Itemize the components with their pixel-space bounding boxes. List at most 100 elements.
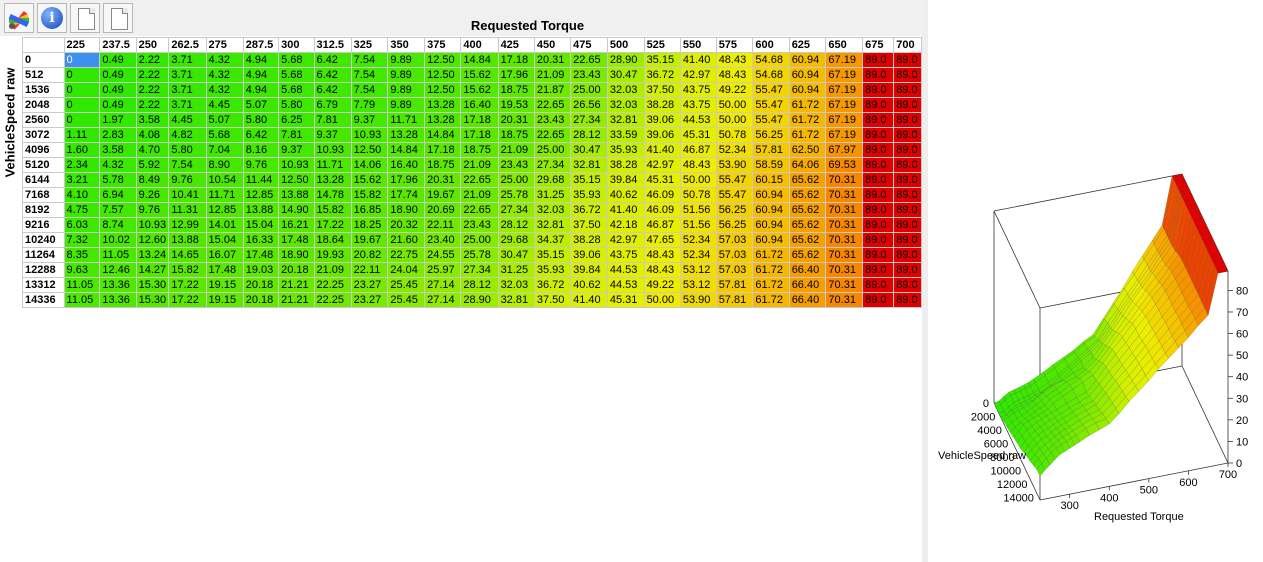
table-cell[interactable]: 17.22 [313,217,352,233]
table-cell[interactable]: 28.12 [460,277,499,293]
table-cell[interactable]: 60.94 [788,82,827,98]
table-cell[interactable]: 0 [63,52,101,68]
table-cell[interactable]: 46.09 [643,202,681,218]
table-cell[interactable]: 89.0 [893,202,922,218]
table-cell[interactable]: 65.62 [788,187,827,203]
table-cell[interactable]: 61.72 [752,292,790,308]
table-cell[interactable]: 45.31 [606,292,645,308]
table-cell[interactable]: 14.78 [313,187,352,203]
table-cell[interactable]: 51.56 [679,217,717,233]
table-cell[interactable]: 19.53 [497,97,535,113]
table-cell[interactable]: 52.34 [679,232,717,248]
table-cell[interactable]: 55.47 [715,187,754,203]
table-cell[interactable]: 11.05 [63,292,101,308]
table-cell[interactable]: 89.0 [893,232,922,248]
table-cell[interactable]: 3.71 [168,52,207,68]
table-cell[interactable]: 5.68 [278,52,315,68]
table-cell[interactable]: 50.00 [643,292,681,308]
table-cell[interactable]: 6.42 [242,127,280,143]
table-cell[interactable]: 5.80 [168,142,207,158]
table-cell[interactable]: 43.75 [679,97,717,113]
table-cell[interactable]: 36.72 [570,202,608,218]
table-cell[interactable]: 21.87 [533,82,572,98]
table-cell[interactable]: 24.04 [387,262,426,278]
table-cell[interactable]: 89.0 [862,187,895,203]
table-cell[interactable]: 28.90 [606,52,645,68]
table-cell[interactable]: 14.84 [460,52,499,68]
table-cell[interactable]: 6.42 [313,82,352,98]
table-cell[interactable]: 89.0 [862,292,895,308]
table-cell[interactable]: 18.90 [278,247,315,263]
table-cell[interactable]: 89.0 [862,127,895,143]
table-cell[interactable]: 27.34 [460,262,499,278]
table-cell[interactable]: 28.90 [460,292,499,308]
table-cell[interactable]: 23.40 [424,232,462,248]
table-cell[interactable]: 6.42 [313,52,352,68]
table-cell[interactable]: 16.40 [387,157,426,173]
table-cell[interactable]: 17.74 [387,187,426,203]
table-cell[interactable]: 43.75 [606,247,645,263]
table-cell[interactable]: 37.50 [533,292,572,308]
table-cell[interactable]: 21.21 [278,277,315,293]
table-cell[interactable]: 7.54 [350,52,389,68]
table-cell[interactable]: 54.68 [752,67,790,83]
table-cell[interactable]: 13.36 [99,277,137,293]
table-cell[interactable]: 9.63 [63,262,101,278]
table-cell[interactable]: 36.72 [643,67,681,83]
table-cell[interactable]: 37.50 [570,217,608,233]
table-cell[interactable]: 25.00 [460,232,499,248]
table-cell[interactable]: 89.0 [862,247,895,263]
table-cell[interactable]: 69.53 [825,157,864,173]
table-cell[interactable]: 34.37 [533,232,572,248]
table-cell[interactable]: 7.04 [205,142,244,158]
table-cell[interactable]: 61.72 [788,97,827,113]
table-cell[interactable]: 48.43 [643,262,681,278]
table-cell[interactable]: 89.0 [893,67,922,83]
table-cell[interactable]: 13.88 [242,202,280,218]
table-cell[interactable]: 57.03 [715,262,754,278]
table-cell[interactable]: 19.15 [205,277,244,293]
table-cell[interactable]: 46.87 [679,142,717,158]
table-cell[interactable]: 11.71 [313,157,352,173]
table-cell[interactable]: 20.69 [424,202,462,218]
table-cell[interactable]: 10.02 [99,232,137,248]
table-cell[interactable]: 4.94 [242,82,280,98]
table-cell[interactable]: 35.93 [570,187,608,203]
table-cell[interactable]: 23.43 [533,112,572,128]
table-cell[interactable]: 4.32 [205,52,244,68]
table-cell[interactable]: 89.0 [893,97,922,113]
table-cell[interactable]: 27.34 [533,157,572,173]
table-cell[interactable]: 23.43 [570,67,608,83]
table-cell[interactable]: 60.94 [752,202,790,218]
table-cell[interactable]: 22.75 [387,247,426,263]
table-cell[interactable]: 46.09 [643,187,681,203]
table-cell[interactable]: 7.81 [278,127,315,143]
surface-plot-panel[interactable]: 0 10 20 30 40 50 60 70 80 0 2000 4000 6000 8000 10000 1… [928,0,1263,562]
table-cell[interactable]: 66.40 [788,292,827,308]
table-cell[interactable]: 14.90 [278,202,315,218]
table-cell[interactable]: 22.25 [313,277,352,293]
table-cell[interactable]: 6.42 [313,67,352,83]
table-cell[interactable]: 17.48 [242,247,280,263]
table-cell[interactable]: 18.75 [460,142,499,158]
table-cell[interactable]: 30.47 [606,67,645,83]
table-cell[interactable]: 11.05 [99,247,137,263]
table-cell[interactable]: 2.22 [135,97,170,113]
table-cell[interactable]: 48.43 [679,157,717,173]
table-cell[interactable]: 7.32 [63,232,101,248]
document-button-1[interactable] [70,3,100,33]
table-cell[interactable]: 27.34 [570,112,608,128]
table-cell[interactable]: 12.50 [424,82,462,98]
table-cell[interactable]: 30.47 [497,247,535,263]
table-cell[interactable]: 22.65 [570,52,608,68]
table-cell[interactable]: 5.80 [242,112,280,128]
table-cell[interactable]: 13.36 [99,292,137,308]
table-cell[interactable]: 89.0 [893,82,922,98]
table-cell[interactable]: 16.40 [460,97,499,113]
table-cell[interactable]: 32.03 [533,202,572,218]
table-cell[interactable]: 6.94 [99,187,137,203]
table-cell[interactable]: 46.87 [643,217,681,233]
table-cell[interactable]: 53.90 [679,292,717,308]
table-cell[interactable]: 17.48 [278,232,315,248]
table-cell[interactable]: 55.47 [715,172,754,188]
